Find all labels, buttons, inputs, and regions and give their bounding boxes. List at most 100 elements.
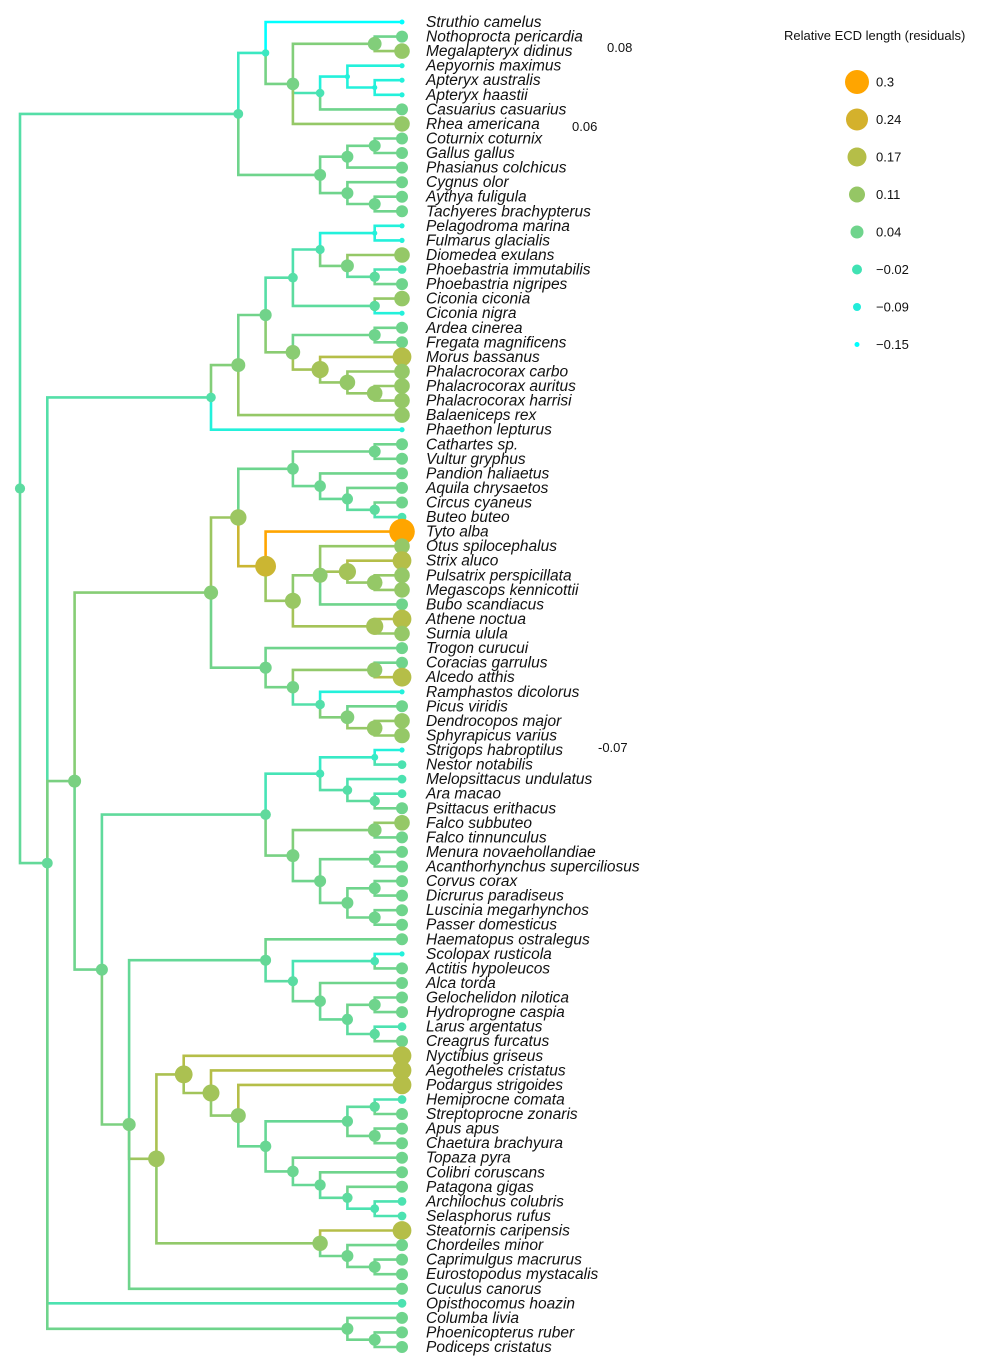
tree-branch xyxy=(318,472,402,487)
tree-branch xyxy=(264,1146,293,1173)
tree-branch xyxy=(318,773,348,792)
tree-branch xyxy=(264,646,402,668)
tip-node xyxy=(396,1268,408,1281)
internal-node xyxy=(259,308,272,322)
tip-node xyxy=(392,1046,412,1066)
tip-node xyxy=(394,567,410,584)
tip-node xyxy=(396,161,408,174)
tip-label: Phoebastria immutabilis xyxy=(426,262,591,279)
tip-node xyxy=(396,190,408,203)
tip-node xyxy=(399,427,405,433)
tip-label: Colibri coruscans xyxy=(426,1164,545,1181)
tree-branch xyxy=(291,828,375,856)
tip-label: Alcedo atthis xyxy=(425,669,515,686)
tip-label: Selasphorus rufus xyxy=(426,1208,551,1225)
legend-swatch xyxy=(846,108,868,131)
internal-node xyxy=(369,1028,380,1040)
tip-label: Dicrurus paradiseus xyxy=(426,888,564,905)
tree-branches xyxy=(18,20,402,1349)
internal-node xyxy=(368,1333,381,1346)
internal-node xyxy=(206,392,216,403)
tip-node xyxy=(396,205,408,218)
internal-node xyxy=(314,995,326,1007)
tip-label: Phalacrocorax carbo xyxy=(426,364,569,381)
tip-label: Trogon curucui xyxy=(426,640,529,657)
tree-branch xyxy=(264,960,293,983)
tree-nodes xyxy=(14,36,384,1346)
legend-label: −0.09 xyxy=(876,300,909,315)
tip-node xyxy=(392,667,412,687)
tip-label: Passer domesticus xyxy=(426,917,557,934)
internal-node xyxy=(367,823,382,837)
internal-node xyxy=(368,329,381,341)
internal-node xyxy=(14,483,26,494)
internal-node xyxy=(231,358,246,373)
tip-label: Ciconia ciconia xyxy=(426,291,531,308)
tip-label: Otus spilocephalus xyxy=(426,538,557,555)
tip-label: Psittacus erithacus xyxy=(426,800,556,817)
internal-node xyxy=(341,493,353,505)
tree-branch xyxy=(373,748,402,758)
tip-node xyxy=(397,1022,407,1032)
tip-node xyxy=(394,713,410,729)
tip-node xyxy=(396,933,408,946)
tip-node xyxy=(396,452,408,465)
tip-node xyxy=(394,363,410,380)
tip-label: Opisthocomus hoazin xyxy=(426,1295,575,1312)
tip-node xyxy=(396,831,408,844)
internal-node xyxy=(368,882,381,895)
tree-branch xyxy=(209,516,239,593)
tip-label: Surnia ulula xyxy=(426,626,508,643)
tip-label: Dendrocopos major xyxy=(426,713,562,730)
internal-node xyxy=(314,168,327,181)
internal-node xyxy=(315,88,325,98)
tree-branch xyxy=(127,958,266,1125)
tree-branch xyxy=(264,52,293,86)
tree-branch xyxy=(46,779,75,864)
tip-node xyxy=(396,1166,408,1179)
internal-node xyxy=(370,1204,380,1214)
tip-node xyxy=(399,223,405,229)
tree-branch xyxy=(318,231,375,250)
internal-node xyxy=(342,785,353,795)
tree-branch xyxy=(291,248,321,278)
tree-tips xyxy=(389,19,415,1353)
tip-label: Phoenicopterus ruber xyxy=(426,1324,575,1341)
tree-branch xyxy=(155,1073,184,1159)
internal-node xyxy=(368,911,381,924)
internal-node xyxy=(369,504,380,515)
tip-label: Balaeniceps rex xyxy=(426,407,538,424)
tip-label: Fregata magnificens xyxy=(426,334,567,351)
tip-node xyxy=(396,321,408,334)
internal-node xyxy=(41,857,53,869)
tip-label: Tyto alba xyxy=(426,524,489,541)
internal-node xyxy=(368,198,381,210)
internal-node xyxy=(287,976,298,987)
tree-branch xyxy=(346,370,402,383)
tip-label: Cuculus canorus xyxy=(426,1281,542,1298)
tree-branch xyxy=(346,64,402,77)
tip-node xyxy=(396,278,408,291)
tip-node xyxy=(399,689,405,695)
tip-node xyxy=(392,347,412,367)
tree-branch xyxy=(291,959,375,982)
tree-branch xyxy=(100,969,130,1126)
internal-node xyxy=(314,1179,326,1191)
legend-swatch xyxy=(852,264,862,275)
annotation-label: -0.07 xyxy=(598,740,628,755)
internal-node xyxy=(338,563,356,581)
legend-swatch xyxy=(845,70,869,94)
tip-label: Alca torda xyxy=(425,975,496,992)
tree-branch xyxy=(291,42,375,84)
tree-branch xyxy=(318,75,348,93)
tip-label: Rhea americana xyxy=(426,116,540,133)
tree-branch xyxy=(373,233,402,242)
tip-node xyxy=(396,1239,408,1252)
tip-node xyxy=(396,147,408,159)
tip-node xyxy=(396,1341,408,1353)
tip-label: Menura novaehollandiae xyxy=(426,844,596,861)
tip-label: Phaethon lepturus xyxy=(426,422,552,439)
tip-label: Aegotheles cristatus xyxy=(425,1062,566,1079)
tree-branch xyxy=(318,857,375,882)
